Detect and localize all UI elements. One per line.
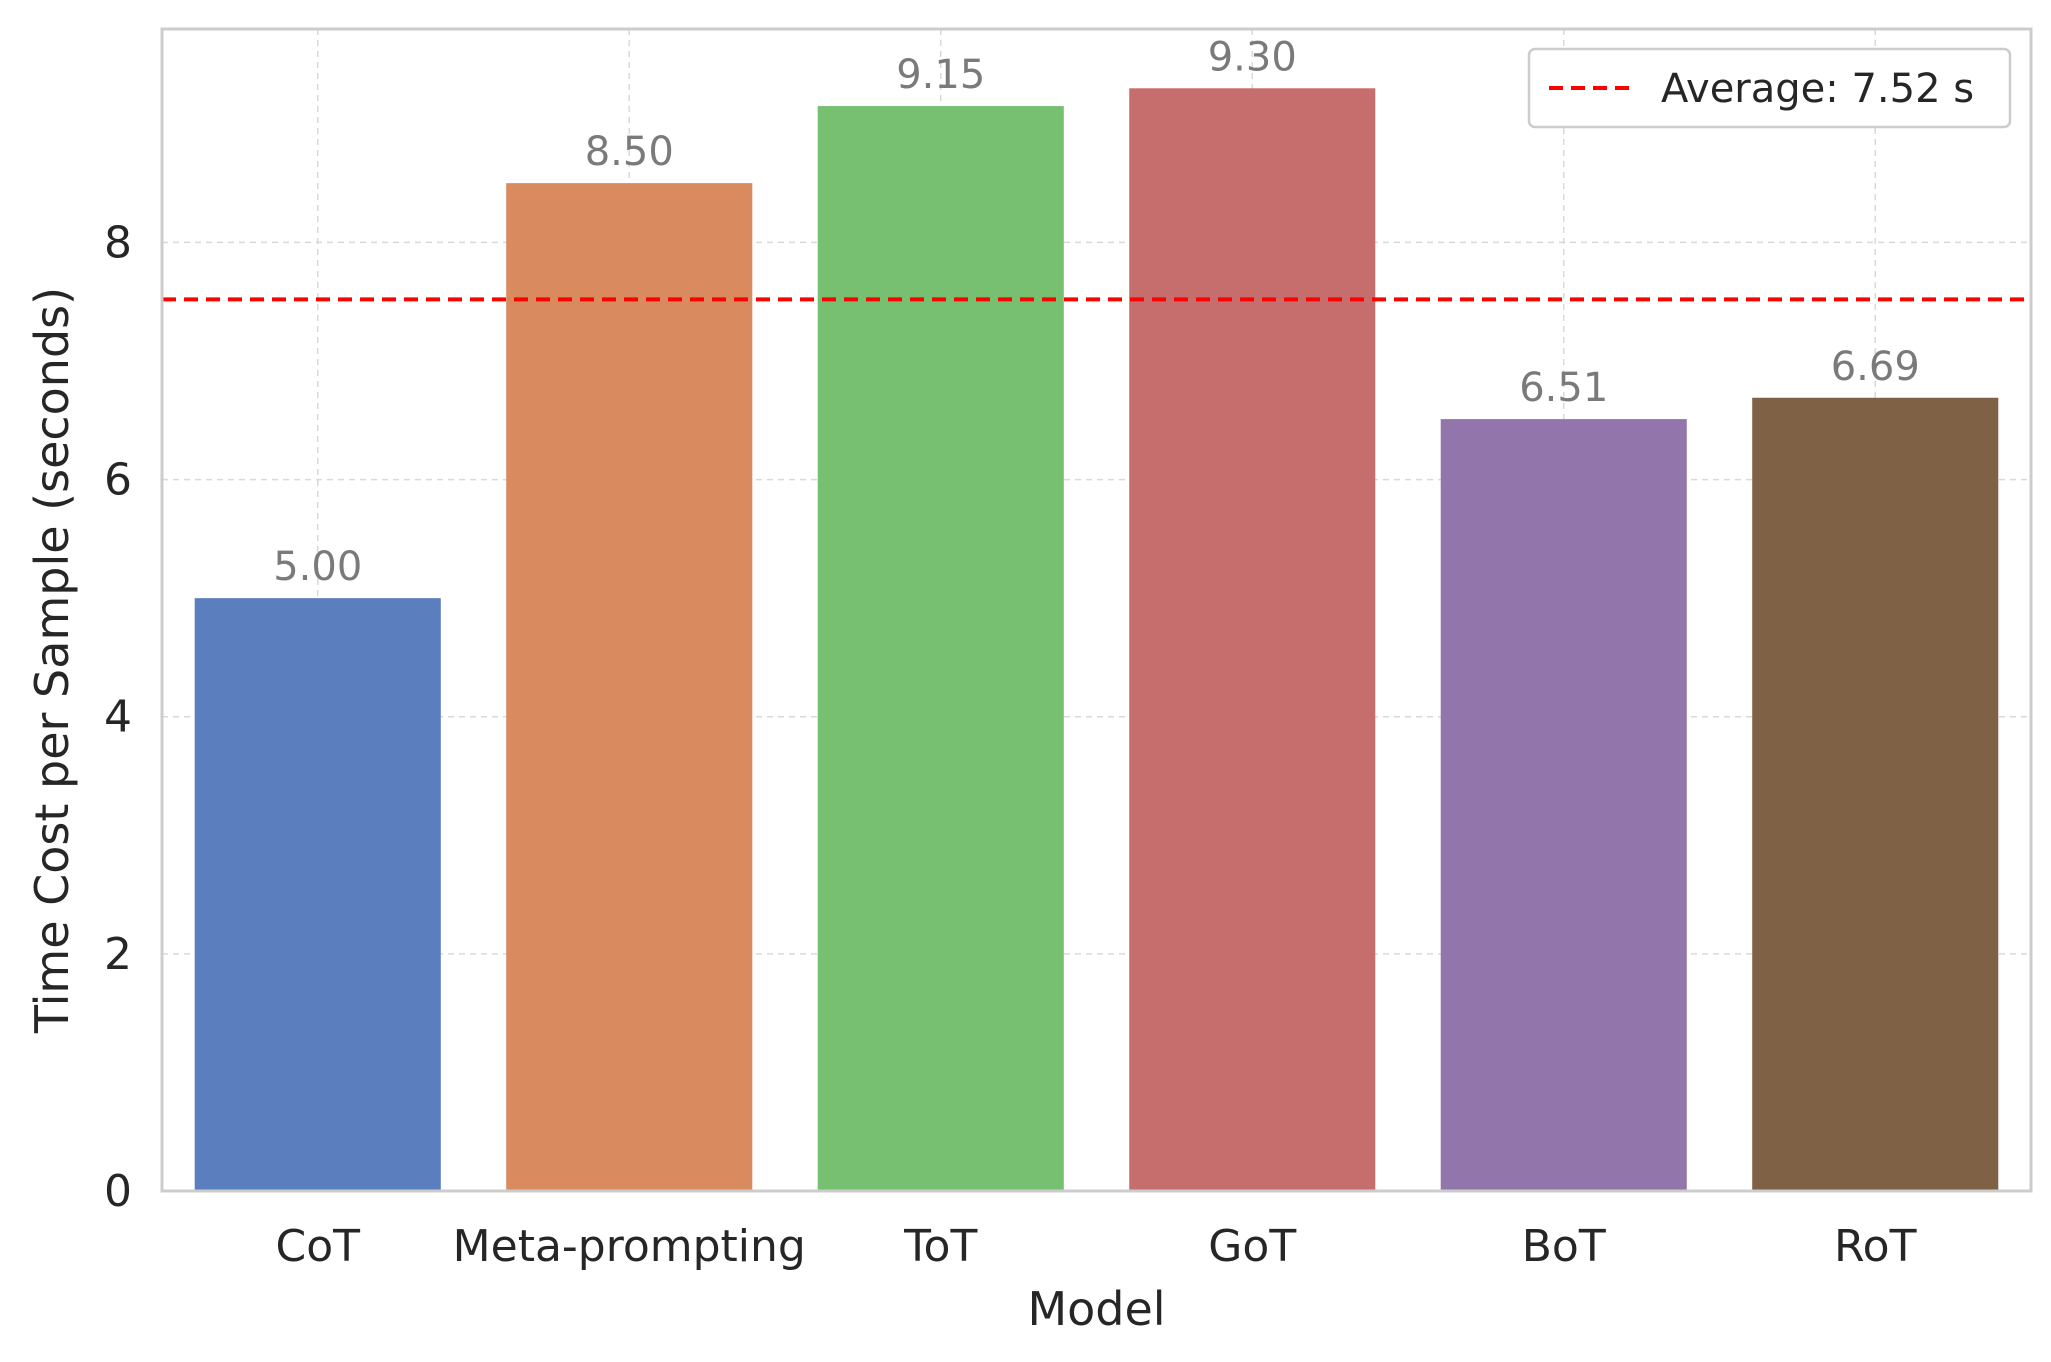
value-labels: 5.00 8.50 9.15 9.30 6.51 6.69 (273, 34, 1920, 590)
plot-frame (160, 27, 2033, 1193)
x-axis-title: Model (1027, 1282, 1165, 1336)
legend-average-label: Average: 7.52 s (1661, 66, 1974, 112)
x-tick-label: RoT (1834, 1221, 1917, 1272)
bar-tot (817, 106, 1064, 1192)
x-tick-label: ToT (903, 1221, 977, 1272)
bar-rot (1752, 397, 1999, 1191)
bar-value-label: 9.15 (896, 52, 985, 98)
bar-bot (1440, 419, 1687, 1192)
bar-got (1129, 88, 1376, 1191)
x-tick-label: Meta-prompting (453, 1221, 806, 1272)
bar-value-label: 9.30 (1208, 34, 1297, 80)
tick-labels: 0 2 4 6 8 CoT Meta-prompting ToT GoT BoT RoT (104, 217, 1917, 1272)
x-tick-label: CoT (275, 1221, 360, 1272)
bars (194, 88, 1999, 1192)
legend-box (1527, 47, 2012, 129)
y-axis-title: Time Cost per Sample (seconds) (25, 287, 79, 1034)
x-tick-label: BoT (1522, 1221, 1606, 1272)
x-tick-label: GoT (1208, 1221, 1296, 1272)
bar-cot (194, 598, 441, 1191)
bar-value-label: 5.00 (273, 544, 362, 590)
bar-meta-prompting (506, 183, 753, 1192)
bar-value-label: 6.69 (1831, 344, 1920, 390)
y-tick-label: 0 (104, 1166, 132, 1217)
bar-value-label: 8.50 (585, 129, 674, 175)
bar-value-label: 6.51 (1519, 365, 1608, 411)
grid (162, 29, 2031, 1191)
y-tick-label: 6 (104, 455, 132, 506)
legend: Average: 7.52 s (1527, 47, 2012, 129)
y-tick-label: 2 (104, 929, 132, 980)
y-tick-label: 4 (104, 692, 132, 743)
y-tick-label: 8 (104, 217, 132, 268)
